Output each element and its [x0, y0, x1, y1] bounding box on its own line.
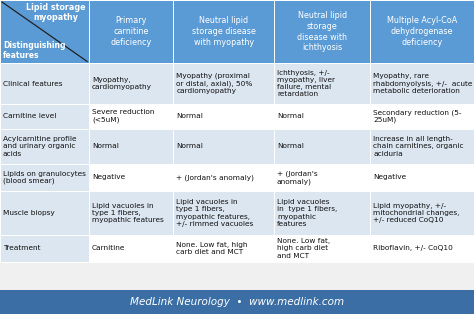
Bar — [274, 104, 370, 129]
Text: Severe reduction
(<5uM): Severe reduction (<5uM) — [92, 109, 155, 123]
Text: Neutral lipid
storage
disease with
ichthyosis: Neutral lipid storage disease with ichth… — [297, 11, 347, 52]
Bar — [0, 164, 89, 191]
Bar — [0, 191, 89, 235]
Text: Normal: Normal — [176, 113, 203, 119]
Bar — [89, 104, 173, 129]
Text: Primary
carnitine
deficiency: Primary carnitine deficiency — [110, 16, 152, 47]
Text: None. Low fat, high
carb diet and MCT: None. Low fat, high carb diet and MCT — [176, 242, 248, 255]
Text: Increase in all length-
chain carnitines, organic
aciduria: Increase in all length- chain carnitines… — [373, 136, 464, 157]
Text: Ichthyosis, +/-
myopathy, liver
failure, mental
retardation: Ichthyosis, +/- myopathy, liver failure,… — [277, 70, 335, 97]
Bar — [370, 104, 474, 129]
Bar — [173, 164, 274, 191]
Text: Multiple Acyl-CoA
dehydrogenase
deficiency: Multiple Acyl-CoA dehydrogenase deficien… — [387, 16, 457, 47]
Text: MedLink Neurology  •  www.medlink.com: MedLink Neurology • www.medlink.com — [130, 297, 344, 307]
Text: Muscle biopsy: Muscle biopsy — [3, 210, 55, 216]
Text: Lipid myopathy, +/-
mitochondrial changes,
+/- reduced CoQ10: Lipid myopathy, +/- mitochondrial change… — [373, 203, 460, 223]
Text: Lipid storage
myopathy: Lipid storage myopathy — [27, 3, 86, 22]
Bar — [0, 0, 89, 63]
Bar — [274, 129, 370, 164]
Text: Neutral lipid
storage disease
with myopathy: Neutral lipid storage disease with myopa… — [192, 16, 255, 47]
Bar — [89, 129, 173, 164]
Bar — [89, 191, 173, 235]
Text: Acylcarnitine profile
and urinary organic
acids: Acylcarnitine profile and urinary organi… — [3, 136, 76, 157]
Text: + (Jordan's anomaly): + (Jordan's anomaly) — [176, 174, 255, 181]
Bar — [173, 129, 274, 164]
Text: Myopathy (proximal
or distal, axial), 50%
cardiomyopathy: Myopathy (proximal or distal, axial), 50… — [176, 73, 253, 94]
Text: Lipid vacuoles
in  type 1 fibers,
myopathic
features: Lipid vacuoles in type 1 fibers, myopath… — [277, 199, 337, 227]
Text: Carnitine level: Carnitine level — [3, 113, 56, 119]
Bar — [89, 0, 173, 63]
Text: Lipid vacuoles in
type 1 fibers,
myopathic features,
+/- rimmed vacuoles: Lipid vacuoles in type 1 fibers, myopath… — [176, 199, 254, 227]
Bar — [89, 63, 173, 104]
Bar — [173, 191, 274, 235]
Text: Normal: Normal — [176, 143, 203, 149]
Text: Lipids on granulocytes
(blood smear): Lipids on granulocytes (blood smear) — [3, 171, 86, 184]
Bar — [0, 63, 89, 104]
Bar — [173, 0, 274, 63]
Bar — [274, 63, 370, 104]
Bar — [173, 235, 274, 262]
Text: Negative: Negative — [373, 174, 406, 181]
Text: Secondary reduction (5-
25uM): Secondary reduction (5- 25uM) — [373, 109, 462, 123]
Text: Negative: Negative — [92, 174, 125, 181]
Bar — [274, 0, 370, 63]
Bar — [370, 129, 474, 164]
Bar — [274, 191, 370, 235]
Bar — [89, 164, 173, 191]
Text: Distinguishing
features: Distinguishing features — [3, 41, 65, 60]
Text: Treatment: Treatment — [3, 245, 40, 252]
Text: + (Jordan's
anomaly): + (Jordan's anomaly) — [277, 170, 318, 185]
Bar — [370, 63, 474, 104]
Text: Clinical features: Clinical features — [3, 80, 63, 87]
Text: None. Low fat,
high carb diet
and MCT: None. Low fat, high carb diet and MCT — [277, 238, 330, 259]
Text: Lipid vacuoles in
type 1 fibers,
myopathic features: Lipid vacuoles in type 1 fibers, myopath… — [92, 203, 164, 223]
Bar — [0, 290, 474, 314]
Bar — [0, 235, 89, 262]
Bar — [0, 104, 89, 129]
Text: Carnitine: Carnitine — [92, 245, 126, 252]
Text: Normal: Normal — [277, 143, 304, 149]
Text: Riboflavin, +/- CoQ10: Riboflavin, +/- CoQ10 — [373, 245, 453, 252]
Bar — [370, 191, 474, 235]
Text: Normal: Normal — [92, 143, 119, 149]
Bar — [89, 235, 173, 262]
Bar — [0, 129, 89, 164]
Text: Myopathy, rare
rhabdomyolysis, +/-  acute
metabolic deterioration: Myopathy, rare rhabdomyolysis, +/- acute… — [373, 73, 473, 94]
Text: Normal: Normal — [277, 113, 304, 119]
Text: Myopathy,
cardiomyopathy: Myopathy, cardiomyopathy — [92, 77, 152, 90]
Bar — [274, 235, 370, 262]
Bar — [370, 235, 474, 262]
Bar — [370, 164, 474, 191]
Bar — [173, 63, 274, 104]
Bar — [370, 0, 474, 63]
Bar — [274, 164, 370, 191]
Bar — [173, 104, 274, 129]
